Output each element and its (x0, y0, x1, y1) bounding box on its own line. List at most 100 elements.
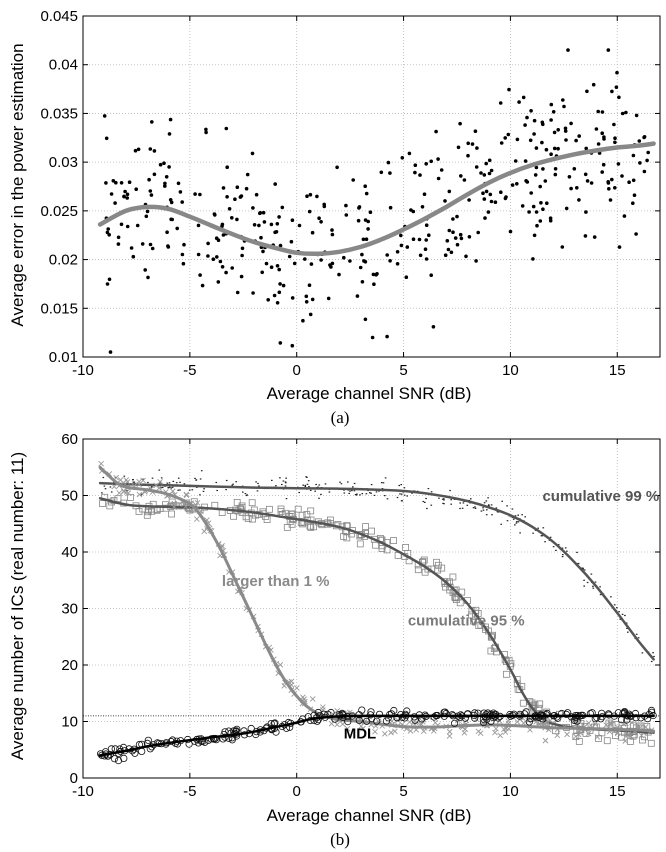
scatter-point (107, 277, 112, 282)
data-point (466, 504, 469, 506)
data-point (315, 483, 317, 486)
data-point (258, 485, 260, 487)
scatter-point (584, 146, 588, 151)
scatter-point (624, 110, 628, 115)
scatter-point (225, 195, 229, 199)
data-point (641, 652, 644, 654)
scatter-point (413, 163, 418, 167)
data-point (304, 484, 307, 486)
data-point (488, 504, 490, 506)
scatter-point (290, 296, 295, 300)
scatter-point (645, 158, 649, 163)
scatter-point (417, 237, 422, 242)
scatter-point (424, 238, 429, 242)
scatter-point (487, 171, 492, 176)
scatter-point (606, 48, 611, 52)
data-point (599, 594, 602, 596)
scatter-point (553, 172, 558, 177)
data-point (552, 546, 555, 548)
data-point (401, 500, 403, 502)
scatter-point (443, 253, 448, 257)
scatter-point (240, 246, 245, 251)
scatter-point (178, 190, 183, 194)
data-point (505, 725, 512, 732)
data-point (380, 482, 383, 484)
scatter-point (583, 234, 588, 238)
data-point (225, 479, 228, 482)
panel-b-x-axis-label: Average channel SNR (dB) (267, 806, 472, 825)
data-point (177, 489, 179, 491)
data-point (238, 502, 246, 510)
scatter-point (600, 110, 605, 114)
data-point (194, 477, 196, 479)
y-tick-label: 30 (61, 601, 78, 618)
scatter-point (388, 171, 392, 175)
data-point (422, 500, 425, 503)
scatter-point (447, 189, 452, 194)
data-point (463, 710, 472, 718)
data-point (160, 487, 162, 489)
data-point (356, 493, 358, 495)
data-point (307, 480, 310, 482)
scatter-point (520, 204, 525, 208)
scatter-point (548, 218, 553, 223)
scatter-point (483, 216, 487, 220)
data-point (106, 502, 114, 510)
data-point (480, 510, 483, 512)
scatter-point (364, 191, 369, 196)
data-point (424, 501, 426, 503)
scatter-point (462, 178, 467, 182)
data-point (279, 477, 281, 479)
scatter-point (152, 149, 157, 153)
data-point (340, 483, 343, 485)
scatter-point (224, 126, 229, 131)
data-point (386, 498, 389, 500)
data-point (594, 734, 601, 740)
scatter-point (342, 255, 346, 260)
x-tick-label: 5 (399, 362, 407, 379)
scatter-point (482, 197, 487, 201)
scatter-point (131, 254, 136, 259)
data-point (502, 670, 510, 678)
data-point (443, 498, 445, 500)
scatter-point (169, 217, 173, 222)
data-point (618, 611, 620, 613)
scatter-point (549, 102, 554, 107)
data-point (592, 587, 595, 589)
data-point (426, 507, 428, 510)
data-point (124, 479, 131, 485)
data-point (430, 491, 433, 493)
data-point (450, 499, 452, 501)
data-point (375, 710, 384, 718)
scatter-point (610, 89, 614, 94)
data-point (307, 524, 315, 531)
series-line (98, 481, 655, 661)
data-point (344, 725, 351, 732)
scatter-point (385, 253, 390, 257)
series-cumulative-99- (98, 469, 655, 663)
scatter-point (305, 194, 309, 198)
data-point (449, 489, 451, 492)
scatter-point (260, 270, 265, 275)
scatter-point (487, 158, 492, 163)
data-point (369, 492, 371, 494)
scatter-point (225, 165, 229, 169)
data-point (442, 583, 449, 591)
data-point (573, 733, 579, 740)
scatter-point (527, 210, 531, 214)
data-point (355, 716, 363, 725)
data-point (101, 492, 103, 494)
data-point (482, 710, 490, 718)
scatter-point (531, 204, 536, 209)
series-cumulative-95- (98, 493, 655, 747)
scatter-point (335, 165, 339, 170)
data-point (392, 728, 398, 735)
data-point (344, 717, 352, 726)
scatter-point (259, 235, 263, 240)
data-point (199, 494, 201, 496)
scatter-point (303, 257, 307, 261)
data-point (285, 498, 288, 500)
data-point (474, 506, 476, 508)
data-point (576, 551, 578, 553)
data-point (355, 494, 358, 496)
